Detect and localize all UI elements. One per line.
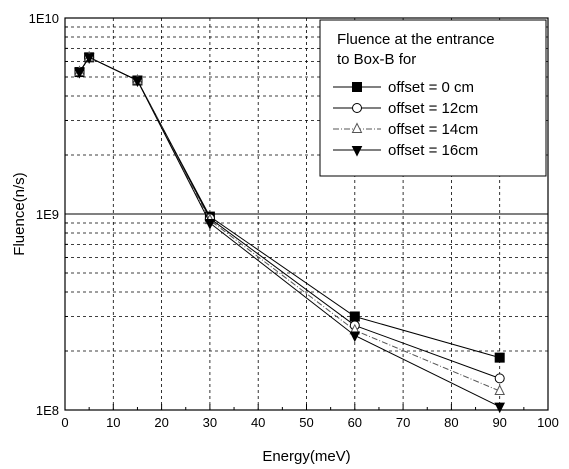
y-axis-title: Fluence(n/s) [11,172,28,255]
data-point [74,68,85,79]
x-tick-label: 10 [106,415,120,430]
legend-title-line-1: Fluence at the entrance [337,31,495,48]
series-group [74,50,506,414]
data-point [83,53,95,64]
x-tick-label: 0 [61,415,68,430]
data-point [349,331,361,343]
data-point [494,384,506,396]
data-point [132,76,143,88]
data-point [349,311,360,322]
y-tick-label: 1E9 [36,207,59,222]
x-tick-label: 70 [396,415,410,430]
legend-marker [352,82,362,92]
legend-marker [352,103,362,113]
data-point [494,373,505,384]
x-tick-label: 30 [203,415,217,430]
legend-entry: offset = 0 cm [333,79,474,96]
axes: 0 10 20 30 40 50 60 70 80 90 100 1E8 1E9 1E10 [29,11,559,430]
legend-marker [351,122,363,133]
legend-label: offset = 16cm [388,142,478,159]
x-tick-label: 60 [348,415,362,430]
data-point [494,352,505,363]
x-tick-label: 40 [251,415,265,430]
x-tick-label: 90 [492,415,506,430]
legend-entries: offset = 0 cm offset = 12cm offset = 14cm o… [333,79,478,159]
legend-label: offset = 12cm [388,100,478,117]
x-tick-label: 100 [537,415,559,430]
legend-label: offset = 14cm [388,121,478,138]
data-point [204,218,216,230]
y-tick-label: 1E8 [36,403,59,418]
legend-entry: offset = 14cm [333,121,478,138]
legend-title-line-2: to Box-B for [337,51,416,68]
legend-entry: offset = 12cm [333,100,478,117]
y-tick-label: 1E10 [29,11,59,26]
x-axis-title: Energy(meV) [262,448,350,465]
legend-entry: offset = 16cm [333,142,478,159]
legend-label: offset = 0 cm [388,79,474,96]
legend: Fluence at the entrance to Box-B for off… [319,19,547,177]
x-tick-label: 50 [299,415,313,430]
x-tick-label: 20 [154,415,168,430]
legend-marker [351,146,363,157]
x-tick-label: 80 [444,415,458,430]
series-3 [74,53,506,414]
